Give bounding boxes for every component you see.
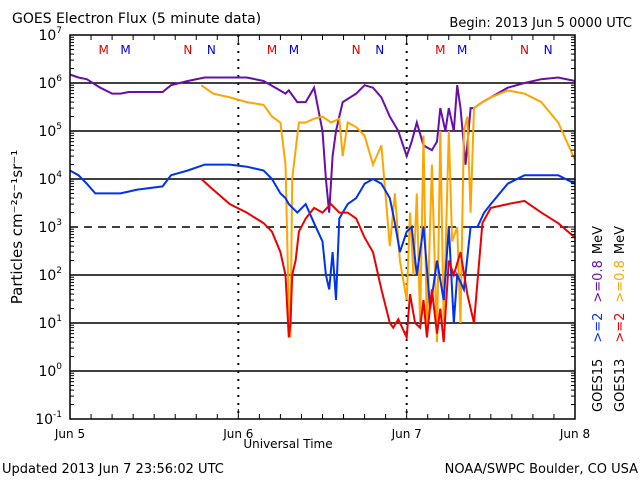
series-line — [69, 163, 576, 324]
x-tick-label: Jun 5 — [54, 427, 85, 441]
x-tick-label: Jun 8 — [559, 427, 590, 441]
marker-m: M — [457, 43, 467, 57]
marker-n: N — [375, 43, 384, 57]
x-tick-label: Jun 7 — [391, 427, 422, 441]
y-tick-label: 106 — [38, 74, 62, 92]
marker-n: N — [207, 43, 216, 57]
series-line — [200, 178, 576, 343]
y-tick-label: 10-1 — [35, 410, 62, 428]
y-tick-label: 102 — [38, 266, 62, 284]
y-tick-label: 101 — [38, 314, 62, 332]
y-axis-label: Particles cm⁻²s⁻¹sr⁻¹ — [8, 150, 26, 304]
series-line — [69, 73, 576, 213]
legend-goes13: GOES13>=2>=0.8MeV — [613, 226, 628, 412]
marker-n: N — [544, 43, 553, 57]
x-axis-label: Universal Time — [243, 437, 332, 451]
marker-m: M — [98, 43, 108, 57]
y-tick-label: 105 — [38, 122, 62, 140]
x-tick-label: Jun 6 — [222, 427, 253, 441]
series-line — [200, 84, 576, 343]
legend-goes15: GOES15>=2>=0.8MeV — [591, 226, 606, 412]
chart-title: GOES Electron Flux (5 minute data) — [12, 11, 261, 27]
credit-label: NOAA/SWPC Boulder, CO USA — [445, 462, 638, 477]
marker-m: M — [435, 43, 445, 57]
y-tick-label: 104 — [38, 170, 62, 188]
axis-ticks — [69, 35, 576, 420]
y-tick-labels: 107 106 105 104 103 102 101 100 10-1 — [35, 26, 62, 428]
y-tick-label: 103 — [38, 218, 62, 236]
legend: GOES15>=2>=0.8MeV GOES13>=2>=0.8MeV — [591, 226, 628, 412]
begin-label: Begin: 2013 Jun 5 0000 UTC — [449, 16, 632, 31]
marker-n: N — [520, 43, 529, 57]
y-tick-label: 100 — [38, 362, 62, 380]
updated-label: Updated 2013 Jun 7 23:56:02 UTC — [2, 462, 224, 477]
y-tick-label: 107 — [38, 26, 62, 44]
marker-n: N — [352, 43, 361, 57]
marker-m: M — [267, 43, 277, 57]
data-series — [69, 73, 576, 343]
marker-n: N — [183, 43, 192, 57]
marker-m: M — [289, 43, 299, 57]
marker-m: M — [120, 43, 130, 57]
x-tick-labels: Jun 5 Jun 6 Jun 7 Jun 8 — [54, 427, 590, 441]
